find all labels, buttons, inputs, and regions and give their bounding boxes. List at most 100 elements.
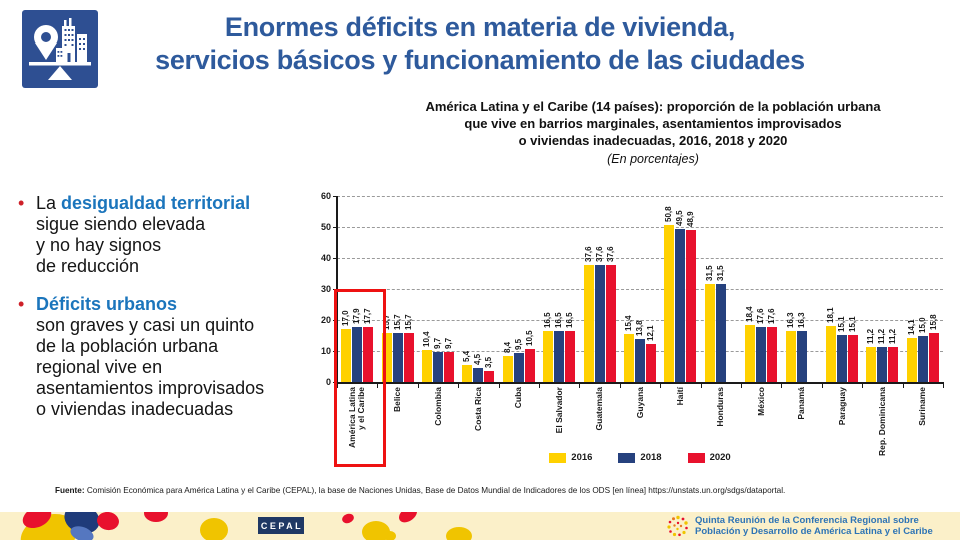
legend-swatch: [618, 452, 636, 463]
decor-blob: [95, 512, 121, 532]
chart-legend: 2016 2018 2020: [337, 452, 943, 463]
city-balance-icon: [22, 10, 98, 88]
bar-2016: [624, 334, 634, 382]
bar-2016: [745, 324, 756, 382]
bar-2020: [565, 330, 576, 382]
x-tick: [337, 384, 338, 388]
bar-2020: [524, 349, 535, 382]
bar-2018: [594, 265, 605, 382]
x-axis-label: El Salvador: [553, 387, 564, 434]
bullet-item-1: • La desigualdad territorial sigue siend…: [18, 193, 330, 277]
bar-2020: [403, 333, 414, 382]
y-axis-tick-label: 0: [325, 377, 331, 387]
bullet-text-1: La desigualdad territorial sigue siendo …: [36, 193, 251, 277]
bar-value-label: 3,5: [484, 357, 494, 369]
y-axis-tick-label: 60: [320, 191, 331, 201]
bar-2016: [704, 284, 715, 382]
x-tick: [579, 384, 581, 388]
bar-value-label: 9,7: [444, 337, 453, 349]
bullet-highlight-2: Déficits urbanos: [36, 294, 178, 315]
legend-swatch: [687, 452, 705, 463]
bar-value-label: 15,1: [837, 316, 846, 333]
bar-2016: [422, 349, 432, 382]
bar-2020: [767, 327, 778, 382]
x-tick: [902, 384, 904, 388]
y-axis-tick-label: 50: [320, 222, 331, 232]
conference-title: Quinta Reunión de la Conferencia Regiona…: [695, 515, 933, 538]
x-axis-label: Rep. Dominicana: [876, 387, 887, 456]
footer: CEPAL Quinta Reunión de la Conferencia R…: [0, 512, 960, 540]
bar-value-label: 11,2: [888, 329, 898, 345]
x-axis-label: Suriname: [917, 387, 928, 426]
bar-2018: [756, 327, 767, 382]
bar-2018: [473, 368, 484, 382]
bar-value-label: 11,2: [877, 329, 887, 345]
bar-2020: [888, 347, 899, 382]
bar-2016: [866, 347, 877, 382]
bar-2018: [917, 335, 928, 382]
x-tick: [943, 384, 944, 388]
x-tick: [862, 384, 864, 388]
bar-2018: [877, 347, 888, 382]
x-tick: [821, 384, 823, 388]
bar-value-label: 15,7: [403, 314, 413, 331]
bullet-text-2: Déficits urbanos son graves y casi un qu…: [36, 294, 265, 420]
chart-title-line-1: América Latina y el Caribe (14 países): …: [425, 99, 881, 114]
y-gridline: [337, 289, 943, 290]
bar-2018: [352, 326, 363, 382]
x-axis-label: Guatemala: [594, 387, 605, 431]
chart-title-line-3: o viviendas inadecuadas, 2016, 2018 y 20…: [518, 133, 788, 149]
x-axis-label: Honduras: [715, 387, 726, 427]
bar-value-label: 37,6: [594, 246, 604, 263]
y-tick: [333, 227, 337, 228]
source-text: Comisión Económica para América Latina y…: [84, 486, 786, 495]
x-tick: [781, 384, 783, 388]
bar-value-label: 16,5: [565, 312, 575, 328]
bar-value-label: 15,0: [917, 316, 927, 333]
bar-2018: [513, 352, 524, 382]
bar-2020: [484, 371, 495, 382]
x-tick: [417, 384, 419, 388]
conference-title-line-1: Quinta Reunión de la Conferencia Regiona…: [695, 514, 919, 526]
bar-2018: [635, 339, 645, 382]
bullet-marker: •: [18, 193, 25, 213]
page-title: Enormes déficits en materia de vivienda,…: [0, 11, 960, 77]
x-axis-label: Panamá: [796, 387, 807, 420]
chart-title: América Latina y el Caribe (14 países): …: [350, 98, 956, 168]
title-line-1: Enormes déficits en materia de vivienda,: [224, 12, 736, 42]
bar-2018: [675, 228, 686, 382]
bar-2016: [664, 224, 675, 382]
legend-item-2016: 2016: [549, 452, 592, 463]
bar-2016: [341, 329, 352, 382]
x-axis-label: Belice: [392, 387, 403, 413]
decor-blob: [446, 527, 472, 540]
x-tick: [458, 384, 460, 388]
bar-value-label: 13,8: [635, 320, 644, 337]
x-tick: [377, 384, 379, 388]
x-tick: [700, 384, 702, 388]
y-axis-tick-label: 20: [320, 315, 331, 325]
bar-2020: [605, 265, 616, 382]
y-gridline: [337, 227, 943, 228]
x-tick: [498, 384, 500, 388]
legend-swatch: [549, 452, 567, 463]
x-axis-label: Colombia: [432, 387, 443, 426]
bar-2016: [543, 330, 554, 382]
decor-blob: [362, 521, 390, 540]
bar-value-label: 37,6: [583, 246, 593, 263]
decor-blob: [144, 512, 168, 522]
x-axis-label: Costa Rica: [472, 387, 483, 431]
cepal-logo: CEPAL: [258, 517, 304, 534]
x-tick: [741, 384, 742, 388]
bar-value-label: 16,3: [785, 312, 795, 329]
source-label: Fuente:: [55, 486, 85, 495]
bar-value-label: 14,1: [906, 319, 916, 336]
chart-title-line-2: que vive en barrios marginales, asentami…: [464, 116, 842, 132]
bar-value-label: 31,5: [704, 265, 714, 282]
conference-title-line-2: Población y Desarrollo de América Latina…: [695, 526, 933, 537]
bar-2016: [462, 365, 473, 382]
bar-value-label: 50,8: [664, 205, 674, 222]
bar-2020: [646, 344, 656, 382]
legend-item-2018: 2018: [618, 452, 662, 463]
decor-blob: [384, 531, 396, 540]
